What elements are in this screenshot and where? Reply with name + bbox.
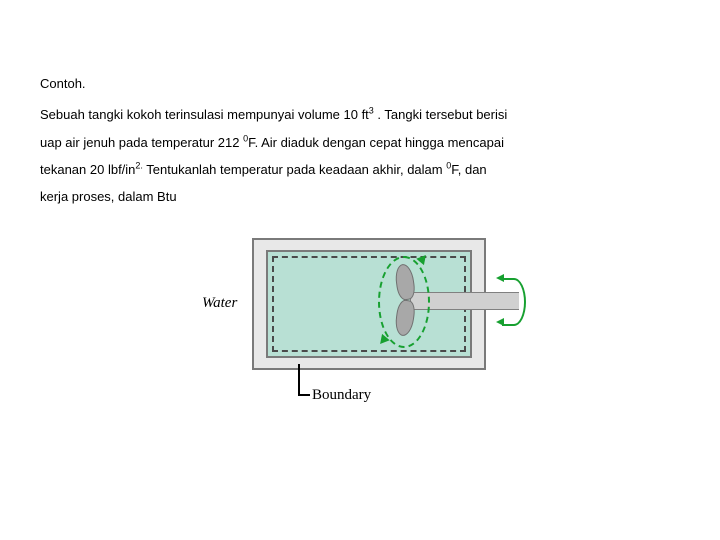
water-label: Water (202, 296, 237, 311)
text-l3c: F, dan (451, 162, 486, 177)
arrowhead-shaft-bottom (496, 318, 504, 326)
text-l2a: uap air jenuh pada temperatur 212 (40, 135, 243, 150)
example-title: Contoh. (40, 70, 680, 97)
rotation-arrow-shaft (502, 278, 526, 326)
figure-container: Water Boundary (40, 228, 680, 428)
boundary-pointer-horiz (298, 394, 310, 396)
boundary-label: Boundary (312, 388, 371, 403)
rotation-arrow-propeller (378, 256, 430, 348)
text-l4: kerja proses, dalam Btu (40, 189, 177, 204)
problem-text: Sebuah tangki kokoh terinsulasi mempunya… (40, 101, 680, 210)
arrowhead-shaft-top (496, 274, 504, 282)
boundary-pointer-line (298, 364, 300, 396)
text-l3b: Tentukanlah temperatur pada keadaan akhi… (143, 162, 446, 177)
sup-in2: 2. (135, 161, 143, 171)
text-l3a: tekanan 20 lbf/in (40, 162, 135, 177)
page-content: Contoh. Sebuah tangki kokoh terinsulasi … (0, 0, 720, 428)
text-l2b: F. Air diaduk dengan cepat hingga mencap… (248, 135, 504, 150)
text-l1a: Sebuah tangki kokoh terinsulasi mempunya… (40, 107, 369, 122)
text-l1b: . Tangki tersebut berisi (374, 107, 507, 122)
tank-diagram: Water Boundary (190, 228, 530, 428)
